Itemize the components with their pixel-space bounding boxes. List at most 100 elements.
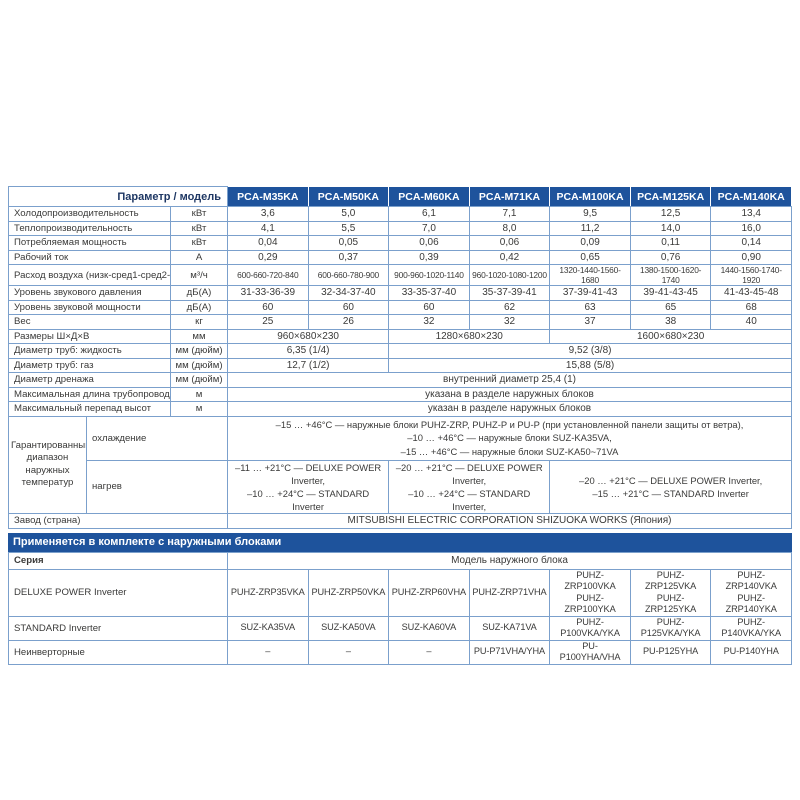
series-label: Серия [8, 551, 228, 570]
cooling-value-cell: –15 … +46°C — наружные блоки PUHZ-ZRP, P… [227, 415, 792, 461]
row-max-pipe-length: Максимальная длина трубопроводов м указа… [8, 386, 792, 402]
heating-label: нагрев [85, 459, 229, 515]
series-name: Неинверторные [8, 639, 228, 665]
model-header-pca-m35ka: PCA-M35KA [227, 186, 309, 207]
unit-cell: дБ(А) [169, 299, 229, 315]
series-name: STANDARD Inverter [8, 615, 228, 641]
row-deluxe-power-inverter: DELUXE POWER Inverter PUHZ-ZRP35VKA PUHZ… [8, 568, 792, 617]
value-cell: 35-37-39-41 [468, 285, 551, 301]
value-cell: 600-660-720-840 [227, 264, 309, 286]
value-cell: 15,88 (5/8) [388, 357, 792, 373]
value-cell: 0,29 [227, 249, 309, 265]
outdoor-model-cell: SUZ-KA71VA [468, 615, 551, 641]
factory-label: Завод (страна) [7, 513, 229, 529]
value-cell: 9,52 (3/8) [388, 343, 792, 359]
value-cell: 12,7 (1/2) [227, 357, 390, 373]
row-temp-range-heating: нагрев –11 … +21°C — DELUXE POWER Invert… [9, 459, 792, 515]
unit-cell: м [169, 401, 229, 417]
cooling-label: охлаждение [85, 415, 229, 461]
outdoor-units-title: Применяется в комплекте с наружными блок… [13, 536, 282, 549]
unit-cell: кг [169, 314, 229, 330]
temp-range-label: Гарантированный диапазон наружных темпер… [8, 415, 87, 515]
value-cell: 32 [468, 314, 551, 330]
param-label: Холодопроизводительность [8, 206, 171, 222]
row-non-inverter: Неинверторные – – – PU-P71VHA/YHA PU-P10… [8, 639, 792, 665]
outdoor-model-cell: SUZ-KA50VA [307, 615, 390, 641]
model-header-pca-m71ka: PCA-M71KA [468, 186, 551, 207]
outdoor-model-cell: SUZ-KA35VA [227, 615, 309, 641]
outdoor-units-title-bar: Применяется в комплекте с наружными блок… [8, 532, 792, 552]
value-cell: 25 [227, 314, 309, 330]
row-factory: Завод (страна) MITSUBISHI ELECTRIC CORPO… [7, 513, 792, 529]
value-cell: 62 [468, 299, 551, 315]
heating-value-cell: –20 … +21°C — DELUXE POWER Inverter, –10… [388, 459, 551, 515]
value-cell: 26 [307, 314, 390, 330]
outdoor-model-cell: PUHZ-P140VKA/YKA [710, 615, 792, 641]
value-cell: 39-41-43-45 [629, 285, 712, 301]
value-cell: 68 [710, 299, 792, 315]
outdoor-model-cell: – [227, 639, 309, 665]
factory-value-cell: MITSUBISHI ELECTRIC CORPORATION SHIZUOKA… [227, 513, 792, 529]
model-header-pca-m50ka: PCA-M50KA [307, 186, 390, 207]
param-label: Диаметр труб: жидкость [8, 343, 171, 359]
series-name: DELUXE POWER Inverter [8, 568, 228, 617]
row-max-height-diff: Максимальный перепад высот м указан в ра… [8, 401, 792, 417]
row-cooling-capacity: Холодопроизводительность кВт 3,6 5,0 6,1… [8, 206, 792, 222]
heating-value-cell: –11 … +21°C — DELUXE POWER Inverter, –10… [227, 459, 390, 515]
row-weight: Вес кг 25 26 32 32 37 38 40 [8, 314, 792, 330]
row-sound-power: Уровень звуковой мощности дБ(А) 60 60 60… [8, 299, 792, 315]
value-cell: указан в разделе наружных блоков [227, 401, 792, 417]
outdoor-units-table: Серия Модель наружного блока DELUXE POWE… [8, 551, 792, 665]
row-heating-capacity: Теплопроизводительность кВт 4,1 5,5 7,0 … [8, 220, 792, 236]
value-cell: 60 [307, 299, 390, 315]
model-header-pca-m60ka: PCA-M60KA [388, 186, 470, 207]
outdoor-model-cell: PU-P100YHA/VHA [549, 639, 631, 665]
row-standard-inverter: STANDARD Inverter SUZ-KA35VA SUZ-KA50VA … [8, 615, 792, 641]
value-cell: 60 [227, 299, 309, 315]
model-header-pca-m125ka: PCA-M125KA [629, 186, 712, 207]
value-cell: 32-34-37-40 [307, 285, 390, 301]
value-cell: 5,0 [307, 206, 390, 222]
value-cell: 0,76 [629, 249, 712, 265]
row-temp-range-cooling: Гарантированный диапазон наружных темпер… [8, 415, 792, 515]
param-label: Максимальный перепад высот [8, 401, 171, 417]
value-cell: 1440-1560-1740-1920 [710, 264, 792, 286]
value-cell: 960×680×230 [227, 328, 390, 344]
value-cell: 11,2 [549, 220, 631, 236]
value-cell: указана в разделе наружных блоков [227, 386, 792, 402]
unit-cell: мм [169, 328, 229, 344]
unit-cell: мм (дюйм) [169, 343, 229, 359]
row-pipe-gas: Диаметр труб: газ мм (дюйм) 12,7 (1/2) 1… [8, 357, 792, 373]
unit-cell: А [169, 249, 229, 265]
outdoor-model-cell: PUHZ-ZRP50VKA [307, 568, 390, 617]
param-label: Уровень звуковой мощности [8, 299, 171, 315]
spec-header-row: Параметр / модель PCA-M35KA PCA-M50KA PC… [7, 186, 792, 207]
value-cell: 16,0 [710, 220, 792, 236]
corner-label: Параметр / модель [7, 186, 229, 207]
outdoor-header-row: Серия Модель наружного блока [8, 551, 792, 570]
value-cell: 4,1 [227, 220, 309, 236]
spec-table: Параметр / модель PCA-M35KA PCA-M50KA PC… [7, 186, 792, 529]
unit-cell: м³/ч [169, 264, 229, 286]
value-cell: 13,4 [710, 206, 792, 222]
param-label: Максимальная длина трубопроводов [8, 386, 171, 402]
value-cell: 1320-1440-1560-1680 [549, 264, 631, 286]
value-cell: 37-39-41-43 [549, 285, 631, 301]
value-cell: 6,35 (1/4) [227, 343, 390, 359]
value-cell: 0,04 [227, 235, 309, 251]
outdoor-model-cell: PU-P125YHA [629, 639, 712, 665]
outdoor-model-cell: PU-P140YHA [710, 639, 792, 665]
outdoor-model-cell: PUHZ-ZRP71VHA [468, 568, 551, 617]
unit-cell: кВт [169, 220, 229, 236]
value-cell: 0,09 [549, 235, 631, 251]
value-cell: 38 [629, 314, 712, 330]
value-cell: 0,06 [388, 235, 470, 251]
model-header-pca-m140ka: PCA-M140KA [710, 186, 792, 207]
outdoor-model-cell: PUHZ-P100VKA/YKA [549, 615, 631, 641]
outdoor-model-cell: PU-P71VHA/YHA [468, 639, 551, 665]
value-cell: 1280×680×230 [388, 328, 551, 344]
outdoor-model-cell: PUHZ-ZRP140VKA PUHZ-ZRP140YKA [710, 568, 792, 617]
param-label: Вес [8, 314, 171, 330]
outdoor-model-cell: PUHZ-ZRP125VKA PUHZ-ZRP125YKA [629, 568, 712, 617]
value-cell: 0,90 [710, 249, 792, 265]
